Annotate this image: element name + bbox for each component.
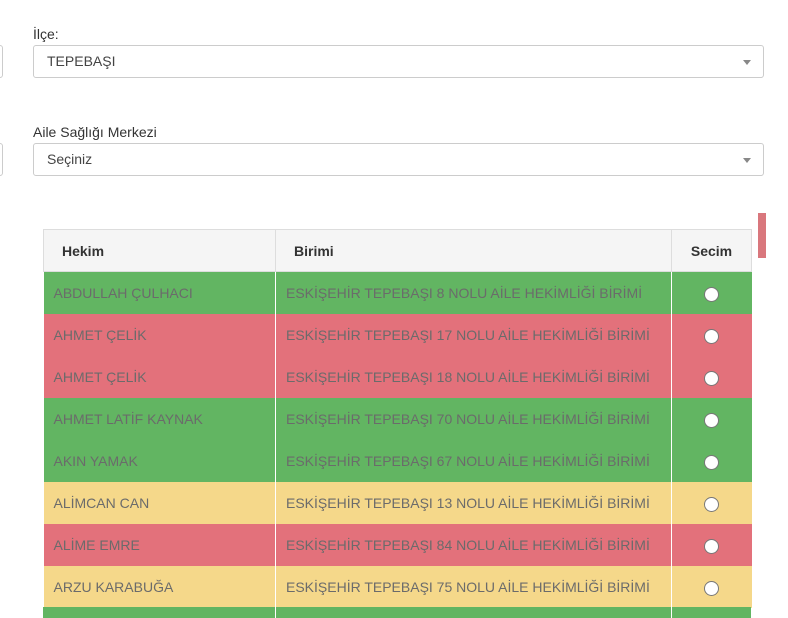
field-label: İlçe: [33,26,59,42]
table-row: ABDULLAH ÇULHACI ESKİŞEHİR TEPEBAŞI 8 NOL… [43,271,752,314]
table-row: AKIN YAMAK ESKİŞEHİR TEPEBAŞI 67 NOLU AİL… [43,439,752,482]
table-row: AHMET ÇELİK ESKİŞEHİR TEPEBAŞI 18 NOLU Aİ… [43,355,752,398]
scroll-indicator [758,213,766,258]
unit-name: ESKİŞEHİR TEPEBAŞI 18 NOLU AİLE HEKİMLİĞ… [275,355,672,398]
column-header: Secim [671,229,752,272]
doctor-name: AHMET ÇELİK [43,313,276,356]
dropdown-arrow [743,158,751,163]
table-row: ALİME EMRE ESKİŞEHİR TEPEBAŞI 84 NOLU AİL… [43,523,752,566]
unit-name: ESKİŞEHİR TEPEBAŞI 8 NOLU AİLE HEKİMLİĞİ… [275,271,672,314]
district-select[interactable]: TEPEBAŞI [33,45,764,78]
radio-button[interactable] [704,581,720,596]
radio-button[interactable] [704,329,720,344]
center-select[interactable]: Seçiniz [33,143,764,176]
select-cell [672,272,752,314]
doctor-name: ARZU KARABUĞA [43,565,276,608]
select-cell [672,356,752,398]
doctor-name: ABDULLAH ÇULHACI [43,271,276,314]
doctor-name: AHMET LATİF KAYNAK [43,397,276,440]
dropdown-arrow [743,60,751,65]
radio-button[interactable] [704,539,720,554]
radio-button[interactable] [704,371,720,386]
radio-button[interactable] [704,287,720,303]
select-value: Seçiniz [47,151,93,167]
doctor-table: Hekim Birimi Secim ABDULLAH ÇULHACI ESKİŞ… [43,229,752,608]
unit-name: ESKİŞEHİR TEPEBAŞI 17 NOLU AİLE HEKİMLİĞ… [275,313,672,356]
select-cell [672,398,752,440]
select-cell [672,524,752,566]
unit-name: ESKİŞEHİR TEPEBAŞI 75 NOLU AİLE HEKİMLİĞ… [275,565,672,608]
column-header: Birimi [275,229,672,272]
unit-name: ESKİŞEHİR TEPEBAŞI 70 NOLU AİLE HEKİMLİĞ… [275,397,672,440]
unit-name: ESKİŞEHİR TEPEBAŞI 13 NOLU AİLE HEKİMLİĞ… [275,481,672,524]
radio-button[interactable] [704,455,720,470]
select-cell [672,482,752,524]
table-row: AHMET LATİF KAYNAK ESKİŞEHİR TEPEBAŞI 70 … [43,397,752,440]
select-cell [672,566,752,608]
select-cell [672,440,752,482]
unit-name: ESKİŞEHİR TEPEBAŞI 84 NOLU AİLE HEKİMLİĞ… [275,523,672,566]
partial-row [43,607,751,618]
radio-button[interactable] [704,413,720,428]
unit-name: ESKİŞEHİR TEPEBAŞI 67 NOLU AİLE HEKİMLİĞ… [275,439,672,482]
doctor-name: AHMET ÇELİK [43,355,276,398]
select-value: TEPEBAŞI [47,53,116,69]
cut-off-field [0,45,3,78]
doctor-name: AKIN YAMAK [43,439,276,482]
doctor-name: ALİMCAN CAN [43,481,276,524]
table-row: AHMET ÇELİK ESKİŞEHİR TEPEBAŞI 17 NOLU Aİ… [43,313,752,356]
column-header: Hekim [43,229,276,272]
select-cell [672,314,752,356]
table-row: ALİMCAN CAN ESKİŞEHİR TEPEBAŞI 13 NOLU Aİ… [43,481,752,524]
field-label: Aile Sağlığı Merkezi [33,124,157,140]
header-row: Hekim Birimi Secim [43,229,752,272]
table-row: ARZU KARABUĞA ESKİŞEHİR TEPEBAŞI 75 NOLU … [43,565,752,608]
radio-button[interactable] [704,497,720,512]
cut-off-field [0,143,3,176]
doctor-name: ALİME EMRE [43,523,276,566]
table-body: ABDULLAH ÇULHACI ESKİŞEHİR TEPEBAŞI 8 NOL… [43,271,752,608]
